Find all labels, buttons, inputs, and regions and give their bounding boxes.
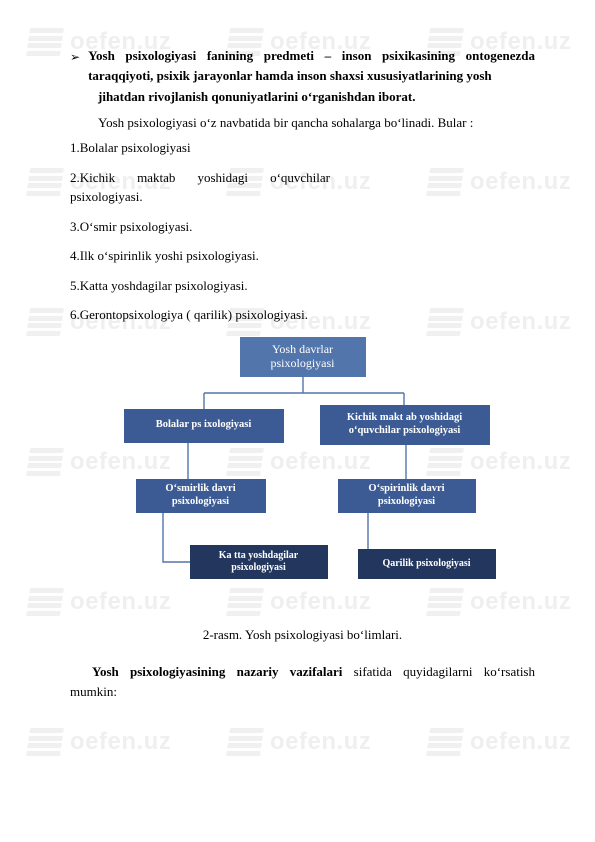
chart-node-left2: Oʻsmirlik davri psixologiyasi — [136, 479, 266, 513]
list-item-1: 1.Bolalar psixologiyasi — [70, 138, 535, 158]
chart-edge — [163, 513, 190, 562]
org-chart: Yosh davrlar psixologiyasi Bolalar ps ixo… — [88, 337, 518, 617]
bullet-item: ➢ Yosh psixologiyasi fanining predmeti –… — [70, 46, 535, 85]
chart-node-left1: Bolalar ps ixologiyasi — [124, 409, 284, 443]
chart-node-right1: Kichik makt ab yoshidagi oʻquvchilar psi… — [320, 405, 490, 445]
arrow-bullet-icon: ➢ — [70, 48, 80, 66]
page-content: ➢ Yosh psixologiyasi fanining predmeti –… — [0, 0, 595, 741]
list-item-5: 5.Katta yoshdagilar psixologiyasi. — [70, 276, 535, 296]
list-item-2: 2.Kichik maktab yoshidagi oʻquvchilar ps… — [70, 168, 330, 207]
list-item-4: 4.Ilk oʻspirinlik yoshi psixologiyasi. — [70, 246, 310, 266]
list-item-6: 6.Gerontopsixologiya ( qarilik) psixolog… — [70, 305, 535, 325]
bullet-main-text: Yosh psixologiyasi fanining predmeti – i… — [88, 46, 535, 85]
chart-node-right2: Oʻspirinlik davri psixologiyasi — [338, 479, 476, 513]
chart-node-root: Yosh davrlar psixologiyasi — [240, 337, 366, 377]
chart-node-right3: Qarilik psixologiyasi — [358, 549, 496, 579]
final-bold: Yosh psixologiyasining nazariy vazifalar… — [92, 664, 342, 679]
chart-node-left3: Ka tta yoshdagilar psixologiyasi — [190, 545, 328, 579]
final-paragraph: Yosh psixologiyasining nazariy vazifalar… — [70, 662, 535, 701]
intro-text: Yosh psixologiyasi oʻz navbatida bir qan… — [98, 113, 535, 133]
list-item-3: 3.Oʻsmir psixologiyasi. — [70, 217, 535, 237]
bullet-continuation: jihatdan rivojlanish qonuniyatlarini oʻr… — [98, 87, 535, 107]
chart-caption: 2-rasm. Yosh psixologiyasi boʻlimlari. — [70, 625, 535, 645]
